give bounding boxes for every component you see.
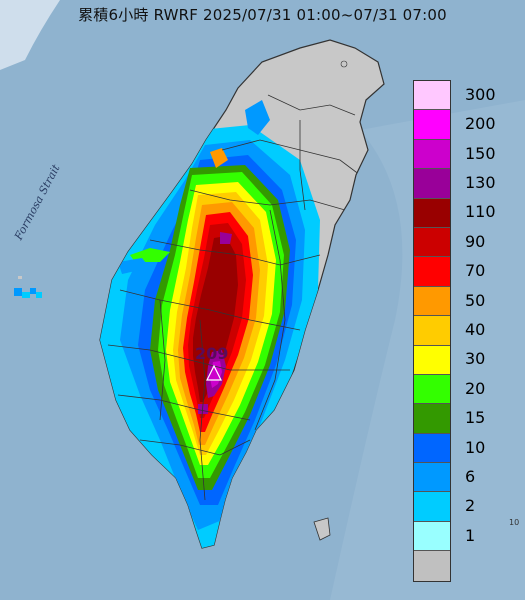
band-west-6 xyxy=(118,258,150,274)
legend-swatch xyxy=(414,463,450,493)
legend-label: 10 xyxy=(465,437,486,457)
band-110 xyxy=(193,236,238,402)
legend-label: 2 xyxy=(465,496,476,516)
band-north-50 xyxy=(210,148,228,168)
legend-swatch xyxy=(414,374,450,405)
legend-label: 15 xyxy=(465,408,486,428)
lanyu-island xyxy=(313,517,331,541)
map-title: 累積6小時 RWRF 2025/07/31 01:00~07/31 07:00 xyxy=(78,6,447,24)
legend-label: 300 xyxy=(465,84,496,104)
legend-label: 150 xyxy=(465,143,496,163)
legend-swatch xyxy=(414,169,450,199)
legend-label: 130 xyxy=(465,172,496,192)
legend-swatch xyxy=(414,345,450,375)
legend-swatch xyxy=(414,492,450,522)
legend-label: 30 xyxy=(465,349,486,369)
legend-label: 20 xyxy=(465,378,486,398)
legend-label: 1 xyxy=(465,525,476,545)
county-boundaries xyxy=(107,94,361,501)
legend-swatch xyxy=(414,433,450,464)
band-north-6 xyxy=(245,100,270,135)
legend-swatch xyxy=(414,139,450,170)
rainfall-bands xyxy=(100,100,320,548)
legend-label: 110 xyxy=(465,202,496,222)
color-legend xyxy=(413,80,451,582)
legend-swatch xyxy=(414,81,450,111)
legend-label: 90 xyxy=(465,231,486,251)
legend-label: 6 xyxy=(465,466,476,486)
legend-swatch xyxy=(414,316,450,346)
legend-swatch xyxy=(414,551,450,581)
legend-swatch xyxy=(414,521,450,552)
peak-value-label: 209 xyxy=(195,344,229,363)
legend-label: 40 xyxy=(465,319,486,339)
cloud-corner xyxy=(0,0,60,70)
legend-swatch xyxy=(414,110,450,140)
legend-swatch xyxy=(414,257,450,287)
legend-label: 70 xyxy=(465,261,486,281)
legend-swatch xyxy=(414,286,450,317)
keelung-islet xyxy=(340,60,348,68)
legend-label: 200 xyxy=(465,114,496,134)
legend-swatch xyxy=(414,198,450,228)
peak-marker-icon xyxy=(206,364,222,381)
penghu-islands xyxy=(14,276,42,298)
legend-label: 50 xyxy=(465,290,486,310)
legend-swatch xyxy=(414,227,450,258)
band-130-north xyxy=(220,232,232,244)
corner-number: 10 xyxy=(509,518,520,527)
legend-swatch xyxy=(414,404,450,434)
